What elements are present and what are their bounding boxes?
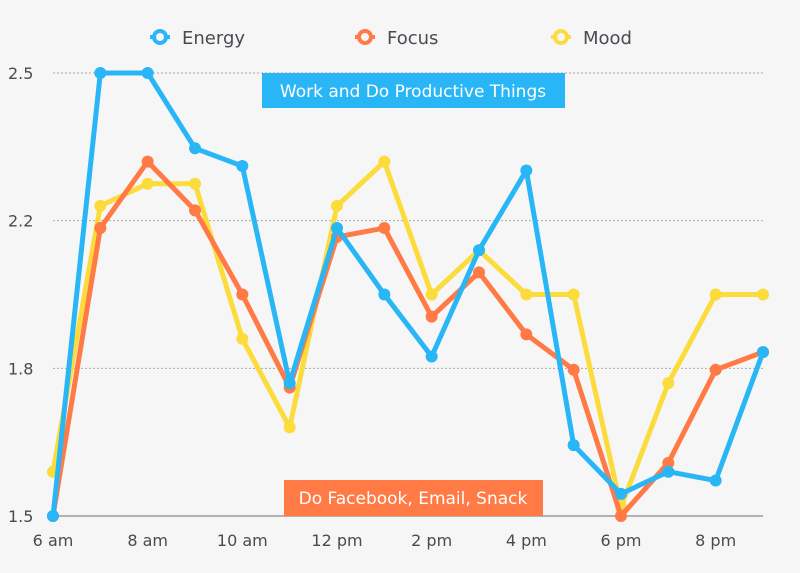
series-energy [47, 67, 769, 522]
data-point-mood [236, 332, 249, 345]
data-point-focus [615, 510, 627, 522]
data-point-energy [283, 377, 296, 390]
data-point-mood [425, 288, 438, 301]
data-point-focus [378, 222, 391, 235]
legend-marker-icon [357, 29, 373, 45]
gridlines [53, 72, 763, 517]
x-tick-label: 8 pm [695, 531, 736, 550]
x-tick-label: 6 pm [600, 531, 641, 550]
data-point-energy [662, 465, 675, 478]
legend-item-mood[interactable]: Mood [551, 28, 632, 49]
data-point-focus [189, 204, 201, 217]
annotations: Work and Do Productive Things Do Facebook… [262, 73, 565, 516]
data-point-energy [378, 288, 391, 301]
x-tick-label: 12 pm [311, 531, 362, 550]
data-point-mood [141, 177, 154, 190]
data-point-energy [141, 67, 154, 79]
x-tick-label: 2 pm [411, 531, 452, 550]
data-point-focus [425, 310, 438, 323]
y-tick-label: 2.5 [8, 64, 33, 83]
data-point-mood [567, 288, 580, 301]
data-point-focus [520, 328, 533, 341]
legend-label-energy: Energy [182, 28, 245, 49]
annotation-work: Work and Do Productive Things [262, 73, 565, 108]
annotation-work-box [262, 73, 565, 108]
data-point-energy [94, 67, 107, 79]
y-tick-label: 1.8 [8, 359, 33, 378]
data-point-energy [615, 487, 627, 500]
annotation-work-label: Work and Do Productive Things [280, 82, 546, 102]
series-line-mood [50, 159, 766, 510]
x-tick-label: 4 pm [506, 531, 547, 550]
y-axis-ticks: 1.5 1.8 2.2 2.5 [8, 64, 33, 526]
data-point-focus [236, 288, 249, 301]
series-mood [47, 155, 769, 514]
data-point-mood [331, 199, 343, 212]
legend-label-mood: Mood [583, 28, 632, 49]
legend: Energy Focus Mood [150, 28, 632, 49]
series-lines [47, 67, 769, 522]
data-point-mood [520, 288, 533, 301]
legend-label-focus: Focus [387, 28, 438, 49]
data-point-mood [283, 421, 296, 434]
annotation-distraction-box [284, 480, 543, 516]
data-point-mood [757, 288, 769, 301]
legend-item-focus[interactable]: Focus [355, 28, 438, 49]
x-tick-label: 10 am [217, 531, 268, 550]
annotation-distraction-label: Do Facebook, Email, Snack [299, 489, 528, 509]
data-point-energy [567, 439, 580, 452]
data-point-energy [757, 346, 769, 359]
data-point-energy [520, 164, 533, 177]
data-point-mood [94, 199, 107, 212]
legend-item-energy[interactable]: Energy [150, 28, 245, 49]
data-point-mood [709, 288, 722, 301]
x-axis-ticks: 6 am 8 am 10 am 12 pm 2 pm 4 pm 6 pm 8 pm [33, 531, 737, 550]
series-line-focus [50, 159, 766, 519]
data-point-energy [709, 474, 722, 487]
data-point-energy [425, 350, 438, 363]
x-tick-label: 6 am [33, 531, 74, 550]
data-point-focus [141, 155, 154, 168]
series-focus [47, 155, 769, 522]
legend-marker-icon [553, 29, 569, 45]
legend-marker-icon [152, 29, 168, 45]
data-point-mood [189, 177, 201, 190]
data-point-focus [662, 456, 675, 469]
data-point-focus [473, 266, 485, 279]
data-point-focus [567, 363, 580, 376]
data-point-focus [94, 222, 107, 235]
data-point-energy [473, 244, 485, 257]
y-tick-label: 2.2 [8, 212, 33, 231]
x-tick-label: 8 am [127, 531, 168, 550]
data-point-mood [662, 377, 675, 390]
data-point-focus [709, 363, 722, 376]
annotation-distraction: Do Facebook, Email, Snack [284, 480, 543, 516]
data-point-mood [378, 155, 391, 168]
y-tick-label: 1.5 [8, 507, 33, 526]
data-point-energy [189, 142, 201, 155]
series-line-energy [50, 70, 766, 519]
data-point-energy [236, 160, 249, 173]
data-point-energy [331, 222, 343, 235]
data-point-energy [47, 510, 59, 522]
